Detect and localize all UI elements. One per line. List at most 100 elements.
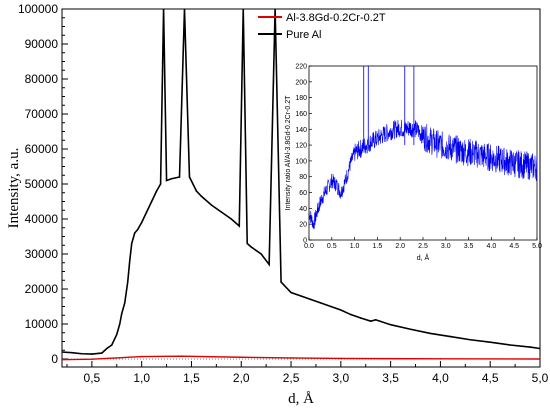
- data-point: [140, 221, 143, 224]
- legend-label-alloy: Al-3.8Gd-0.2Cr-0.2T: [286, 12, 386, 24]
- data-point: [180, 355, 183, 358]
- data-point: [409, 328, 412, 331]
- x-axis-label: d, Å: [288, 391, 314, 407]
- data-point: [126, 281, 129, 283]
- data-point: [220, 211, 223, 213]
- inset-y-tick-label: 220: [295, 64, 307, 71]
- data-point: [62, 351, 63, 353]
- data-point: [130, 242, 133, 245]
- data-point: [128, 260, 131, 262]
- data-point: [320, 302, 322, 304]
- legend-label-pure-al: Pure Al: [286, 29, 321, 41]
- data-point: [200, 195, 203, 198]
- inset-x-tick-label: 0.0: [304, 243, 314, 250]
- data-point: [242, 9, 245, 10]
- inset-y-tick-label: 120: [295, 143, 307, 150]
- data-point: [133, 232, 136, 234]
- inset-x-tick-label: 1.5: [373, 243, 383, 250]
- data-point: [529, 346, 531, 348]
- data-point: [115, 333, 118, 336]
- data-point: [310, 298, 312, 301]
- data-point: [268, 263, 270, 266]
- x-tick-label: 0,5: [84, 371, 101, 385]
- data-point: [509, 344, 511, 346]
- data-point: [539, 358, 540, 360]
- series-line-alloy: [62, 355, 540, 361]
- data-point: [449, 335, 452, 338]
- data-point: [123, 302, 126, 304]
- data-point: [120, 312, 123, 315]
- inset-x-tick-label: 5.0: [532, 243, 542, 250]
- inset-y-tick-label: 140: [295, 127, 307, 134]
- data-point: [210, 204, 213, 206]
- y-tick-label: 100000: [18, 2, 58, 16]
- inset-plot: 0.0 0.5 1.0 1.5 2.0 2.5 3.0 3.5 4.0 4.5 5.0 0 20 40 60…: [285, 64, 542, 263]
- data-point: [140, 355, 143, 358]
- inset-series-group: [309, 66, 537, 229]
- data-point: [300, 295, 302, 297]
- inset-y-tick-label: 160: [295, 111, 307, 118]
- data-point: [439, 358, 442, 360]
- inset-x-tick-label: 4.5: [509, 243, 519, 250]
- data-point: [118, 323, 121, 325]
- inset-y-tick-label: 0: [303, 238, 307, 245]
- data-point: [91, 353, 93, 355]
- y-tick-label: 0: [51, 352, 58, 366]
- data-point: [274, 9, 276, 10]
- inset-x-tick-label: 2.0: [395, 243, 405, 250]
- inset-y-axis-label: Intensity ratio Al/Al-3.8Gd-0.2Cr-0.2T: [285, 95, 292, 210]
- data-point: [165, 179, 168, 182]
- y-tick-label: 20000: [25, 282, 59, 296]
- data-point: [162, 9, 165, 10]
- legend: Al-3.8Gd-0.2Cr-0.2T Pure Al: [258, 12, 386, 41]
- data-point: [359, 317, 362, 319]
- data-point: [136, 228, 139, 231]
- inset-x-tick-label: 3.0: [441, 243, 451, 250]
- data-point: [178, 176, 181, 178]
- data-point: [91, 358, 93, 360]
- data-point: [230, 218, 233, 220]
- main-tick-labels: 0,5 1,0 1,5 2,0 2,5 3,0 3,5 4,0 4,5 5,00100002000…: [18, 2, 549, 385]
- data-point: [369, 320, 372, 323]
- data-point: [110, 344, 113, 346]
- data-point: [330, 305, 332, 308]
- y-tick-label: 90000: [25, 37, 59, 51]
- data-point: [340, 309, 342, 311]
- data-point: [340, 357, 342, 360]
- inset-x-tick-label: 0.5: [327, 243, 337, 250]
- data-point: [280, 281, 282, 283]
- data-point: [290, 291, 292, 294]
- inset-x-tick-label: 2.5: [418, 243, 428, 250]
- data-point: [238, 225, 241, 227]
- x-tick-label: 2,0: [233, 371, 250, 385]
- data-point: [240, 356, 243, 359]
- y-tick-label: 40000: [25, 212, 59, 226]
- main-plot-frame: [61, 8, 541, 368]
- inset-x-tick-label: 3.5: [464, 243, 474, 250]
- y-tick-label: 70000: [25, 107, 59, 121]
- inset-series-line: [309, 119, 537, 229]
- inset-x-axis-label: d, Å: [417, 253, 430, 262]
- y-tick-label: 60000: [25, 142, 59, 156]
- data-point: [489, 341, 492, 344]
- x-tick-label: 1,0: [133, 371, 150, 385]
- data-point: [183, 9, 186, 10]
- y-tick-label: 10000: [25, 317, 59, 331]
- main-ticks: [62, 8, 541, 367]
- data-point: [155, 190, 158, 192]
- y-tick-label: 50000: [25, 177, 59, 191]
- data-point: [469, 338, 472, 341]
- inset-y-tick-label: 200: [295, 79, 307, 86]
- data-point: [145, 211, 148, 213]
- data-point: [101, 352, 103, 354]
- data-point: [106, 347, 108, 350]
- inset-y-tick-label: 80: [299, 174, 307, 181]
- data-point: [188, 176, 191, 178]
- data-point: [260, 253, 262, 255]
- data-point: [71, 351, 73, 354]
- data-point: [290, 357, 292, 359]
- inset-x-tick-label: 1.0: [350, 243, 360, 250]
- inset-y-tick-label: 40: [299, 206, 307, 213]
- x-tick-label: 3,0: [332, 371, 349, 385]
